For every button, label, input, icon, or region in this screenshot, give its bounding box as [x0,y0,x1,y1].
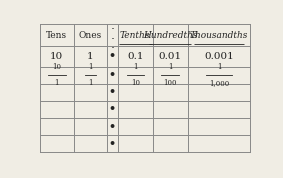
Text: 10: 10 [52,63,61,71]
Text: Ones: Ones [79,31,102,40]
Text: 1: 1 [168,63,173,71]
Text: •: • [109,70,116,80]
Text: 1: 1 [88,63,93,71]
Text: 0.001: 0.001 [204,52,234,61]
Text: Tens: Tens [46,31,67,40]
Text: 1,000: 1,000 [209,79,229,87]
Text: •: • [109,122,116,132]
Text: 100: 100 [164,79,177,87]
Text: •: • [109,104,116,114]
Text: 1: 1 [133,63,138,71]
Text: •: • [109,87,116,97]
Text: Hundredths: Hundredths [143,31,198,40]
Text: ·: · [110,23,114,36]
Text: 1: 1 [217,63,221,71]
Text: Tenths: Tenths [120,31,150,40]
Text: 1: 1 [87,52,93,61]
Text: 1: 1 [88,79,93,87]
Text: •: • [109,51,116,61]
Text: Thousandths: Thousandths [190,31,248,40]
Text: 10: 10 [50,52,63,61]
Text: •: • [109,139,116,149]
Text: ·: · [110,42,114,55]
Text: 0.01: 0.01 [159,52,182,61]
Text: 10: 10 [131,79,140,87]
Text: ·: · [110,33,114,46]
Text: 1: 1 [55,79,59,87]
Text: 0.1: 0.1 [127,52,143,61]
